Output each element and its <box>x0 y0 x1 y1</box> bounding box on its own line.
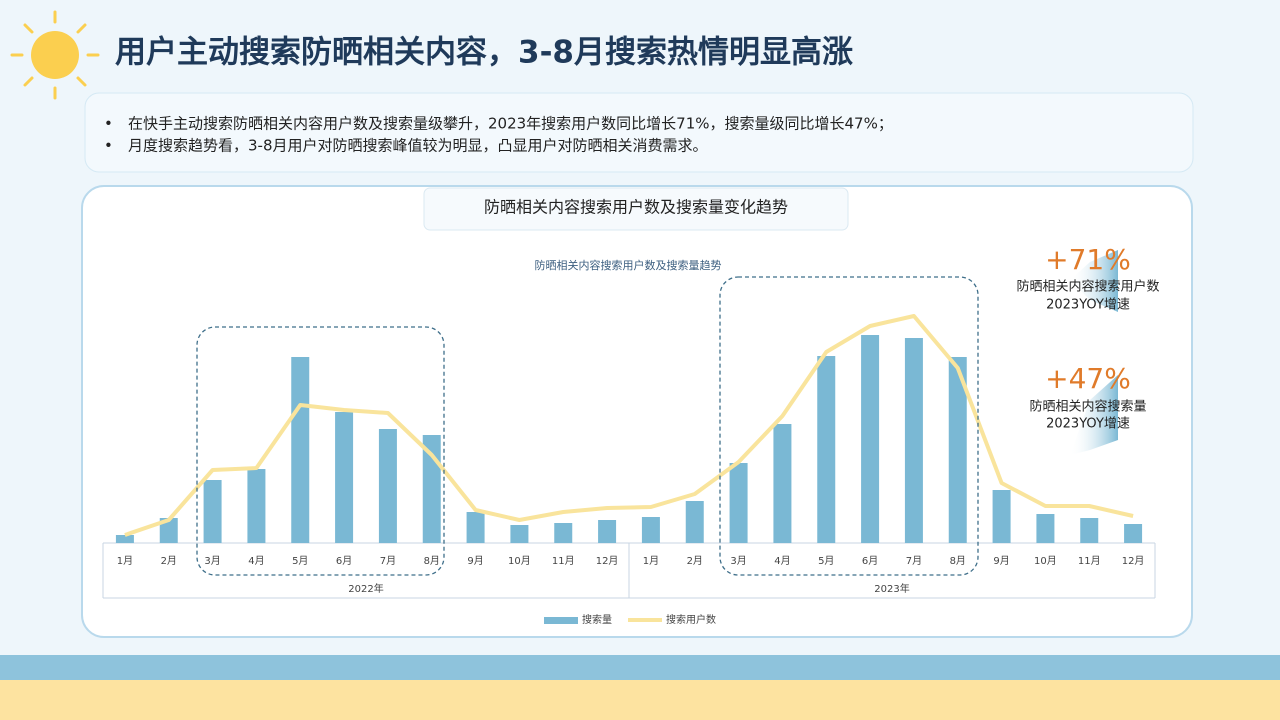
chart-title-box <box>423 187 849 231</box>
bar <box>904 338 923 543</box>
chart-subtitle: 防晒相关内容搜索用户数及搜索量趋势 <box>535 258 722 272</box>
bar <box>1080 518 1099 543</box>
x-tick-label: 5月 <box>818 555 834 567</box>
x-tick-label: 8月 <box>950 555 966 567</box>
bar <box>817 356 836 543</box>
highlight-box <box>196 326 445 576</box>
bullet-dot: • <box>104 115 113 133</box>
stripe-yellow <box>0 680 1280 720</box>
x-tick-label: 1月 <box>643 555 659 567</box>
x-tick-label: 8月 <box>424 555 440 567</box>
arrow <box>1070 375 1118 455</box>
bar <box>335 412 354 543</box>
arrow <box>1070 250 1118 312</box>
x-tick-label: 2月 <box>687 555 703 567</box>
bar <box>203 480 222 543</box>
x-tick-label: 11月 <box>552 555 575 567</box>
x-tick-label: 2月 <box>161 555 177 567</box>
legend-swatch <box>544 617 578 624</box>
stripe-blue <box>0 655 1280 680</box>
bullet-box <box>84 92 1194 173</box>
x-tick-label: 4月 <box>774 555 790 567</box>
bar <box>291 357 310 543</box>
bar <box>773 424 792 543</box>
bar <box>466 512 485 543</box>
group-label: 2023年 <box>874 582 909 595</box>
bullet: 月度搜索趋势看，3-8月用户对防晒搜索峰值较为明显，凸显用户对防晒相关消费需求。 <box>128 137 708 155</box>
x-tick-label: 7月 <box>380 555 396 567</box>
bar <box>1124 524 1143 543</box>
callout-note: 2023YOY增速 <box>1046 298 1130 313</box>
x-tick-label: 3月 <box>204 555 220 567</box>
x-tick-label: 11月 <box>1078 555 1101 567</box>
bar <box>159 518 178 543</box>
x-tick-label: 4月 <box>248 555 264 567</box>
bar <box>378 429 397 543</box>
x-tick-label: 1月 <box>117 555 133 567</box>
slide-title: 用户主动搜索防晒相关内容，3-8月搜索热情明显高涨 <box>115 35 853 71</box>
x-tick-label: 9月 <box>993 555 1009 567</box>
chart-title: 防晒相关内容搜索用户数及搜索量变化趋势 <box>484 198 788 217</box>
callout-value: +47% <box>1045 362 1131 395</box>
bar <box>1036 514 1055 543</box>
bar <box>861 335 880 543</box>
bar <box>115 535 134 543</box>
x-tick-label: 6月 <box>336 555 352 567</box>
x-tick-label: 3月 <box>730 555 746 567</box>
bullet: 在快手主动搜索防晒相关内容用户数及搜索量级攀升，2023年搜索用户数同比增长71… <box>128 115 893 133</box>
x-tick-label: 5月 <box>292 555 308 567</box>
x-tick-label: 9月 <box>467 555 483 567</box>
bar <box>729 463 748 543</box>
callout-label: 防晒相关内容搜索用户数 <box>1016 279 1159 295</box>
bar <box>641 517 660 543</box>
group-label: 2022年 <box>348 582 383 595</box>
x-tick-label: 6月 <box>862 555 878 567</box>
callout-note: 2023YOY增速 <box>1046 417 1130 432</box>
chart-panel <box>81 185 1193 638</box>
highlight-box <box>719 276 979 576</box>
x-tick-label: 12月 <box>596 555 619 567</box>
sun <box>10 10 100 100</box>
bar <box>247 469 266 543</box>
bar <box>598 520 617 543</box>
callout-label: 防晒相关内容搜索量 <box>1029 399 1146 415</box>
x-tick-label: 10月 <box>508 555 531 567</box>
bar <box>992 490 1011 543</box>
bar <box>510 525 529 543</box>
line <box>124 314 1134 537</box>
x-tick-label: 7月 <box>906 555 922 567</box>
callout-value: +71% <box>1045 243 1131 276</box>
bar <box>948 357 967 543</box>
legend-label: 搜索量 <box>582 613 612 626</box>
bullet-dot: • <box>104 137 113 155</box>
x-tick-label: 12月 <box>1122 555 1145 567</box>
bar <box>554 523 573 543</box>
bar <box>685 501 704 543</box>
plot: 2022年 2023年 1月 2月 3月 4月 5月 6月 7月 8月 9月 10月 11月 12月 1月 2… <box>102 314 1156 626</box>
legend-label: 搜索用户数 <box>666 613 716 626</box>
x-tick-label: 10月 <box>1034 555 1057 567</box>
